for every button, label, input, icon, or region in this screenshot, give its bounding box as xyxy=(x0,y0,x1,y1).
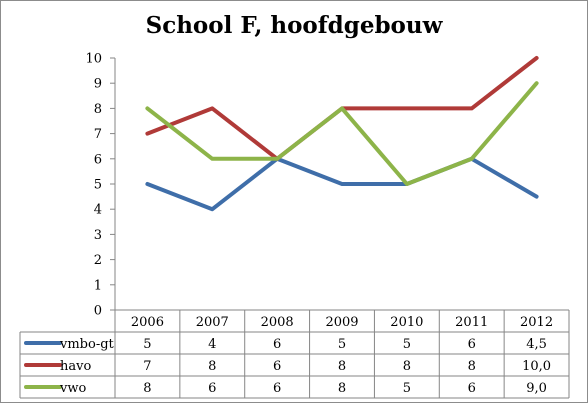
legend-label: vwo xyxy=(59,381,86,396)
data-table: 2006 2007 2008 2009 2010 2011 2012 vmbo-gt 5 4 6 5 5… xyxy=(19,309,570,399)
table-cell: 7 xyxy=(143,359,151,374)
table-cell: 8 xyxy=(338,381,346,396)
table-cell: 8 xyxy=(143,381,151,396)
table-cell: 5 xyxy=(403,337,411,352)
table-cell: 6 xyxy=(273,381,281,396)
x-tick-label: 2006 xyxy=(131,315,164,330)
y-tick-label: 8 xyxy=(94,102,102,117)
table-cell: 6 xyxy=(273,359,281,374)
table-cell: 8 xyxy=(208,359,216,374)
x-tick-label: 2011 xyxy=(455,315,488,330)
table-cell: 4 xyxy=(208,337,216,352)
y-tick-label: 4 xyxy=(94,203,102,218)
y-tick-label: 2 xyxy=(94,253,102,268)
table-cell: 8 xyxy=(403,359,411,374)
y-tick-label: 9 xyxy=(94,77,102,92)
x-tick-label: 2012 xyxy=(520,315,553,330)
table-cell: 5 xyxy=(403,381,411,396)
y-tick-label: 7 xyxy=(94,127,102,142)
y-tick-label: 0 xyxy=(94,304,102,319)
x-tick-label: 2007 xyxy=(196,315,229,330)
series-lines xyxy=(145,56,539,212)
table-cell: 8 xyxy=(468,359,476,374)
chart-title: School F, hoofdgebouw xyxy=(145,12,443,39)
series-line-vmbo-gt xyxy=(145,156,539,212)
x-tick-label: 2009 xyxy=(325,315,358,330)
table-cell: 5 xyxy=(338,337,346,352)
y-tick-label: 3 xyxy=(94,228,102,243)
x-tick-label: 2008 xyxy=(261,315,294,330)
table-cell: 6 xyxy=(468,381,476,396)
legend-label: vmbo-gt xyxy=(59,337,115,352)
y-tick-label: 6 xyxy=(94,152,102,167)
legend-label: havo xyxy=(60,359,91,374)
table-cell: 9,0 xyxy=(526,381,547,396)
table-cell: 4,5 xyxy=(526,337,547,352)
table-cell: 10,0 xyxy=(522,359,551,374)
axes xyxy=(110,57,116,311)
x-tick-label: 2010 xyxy=(390,315,423,330)
table-cell: 8 xyxy=(338,359,346,374)
table-cell: 5 xyxy=(143,337,151,352)
y-tick-label: 10 xyxy=(85,52,102,67)
y-tick-label: 1 xyxy=(94,278,102,293)
y-tick-labels: 0 1 2 3 4 5 6 7 8 9 10 xyxy=(85,52,102,319)
table-cell: 6 xyxy=(468,337,476,352)
y-tick-label: 5 xyxy=(94,178,102,193)
series-line-vwo xyxy=(145,81,539,186)
table-cell: 6 xyxy=(208,381,216,396)
table-cell: 6 xyxy=(273,337,281,352)
